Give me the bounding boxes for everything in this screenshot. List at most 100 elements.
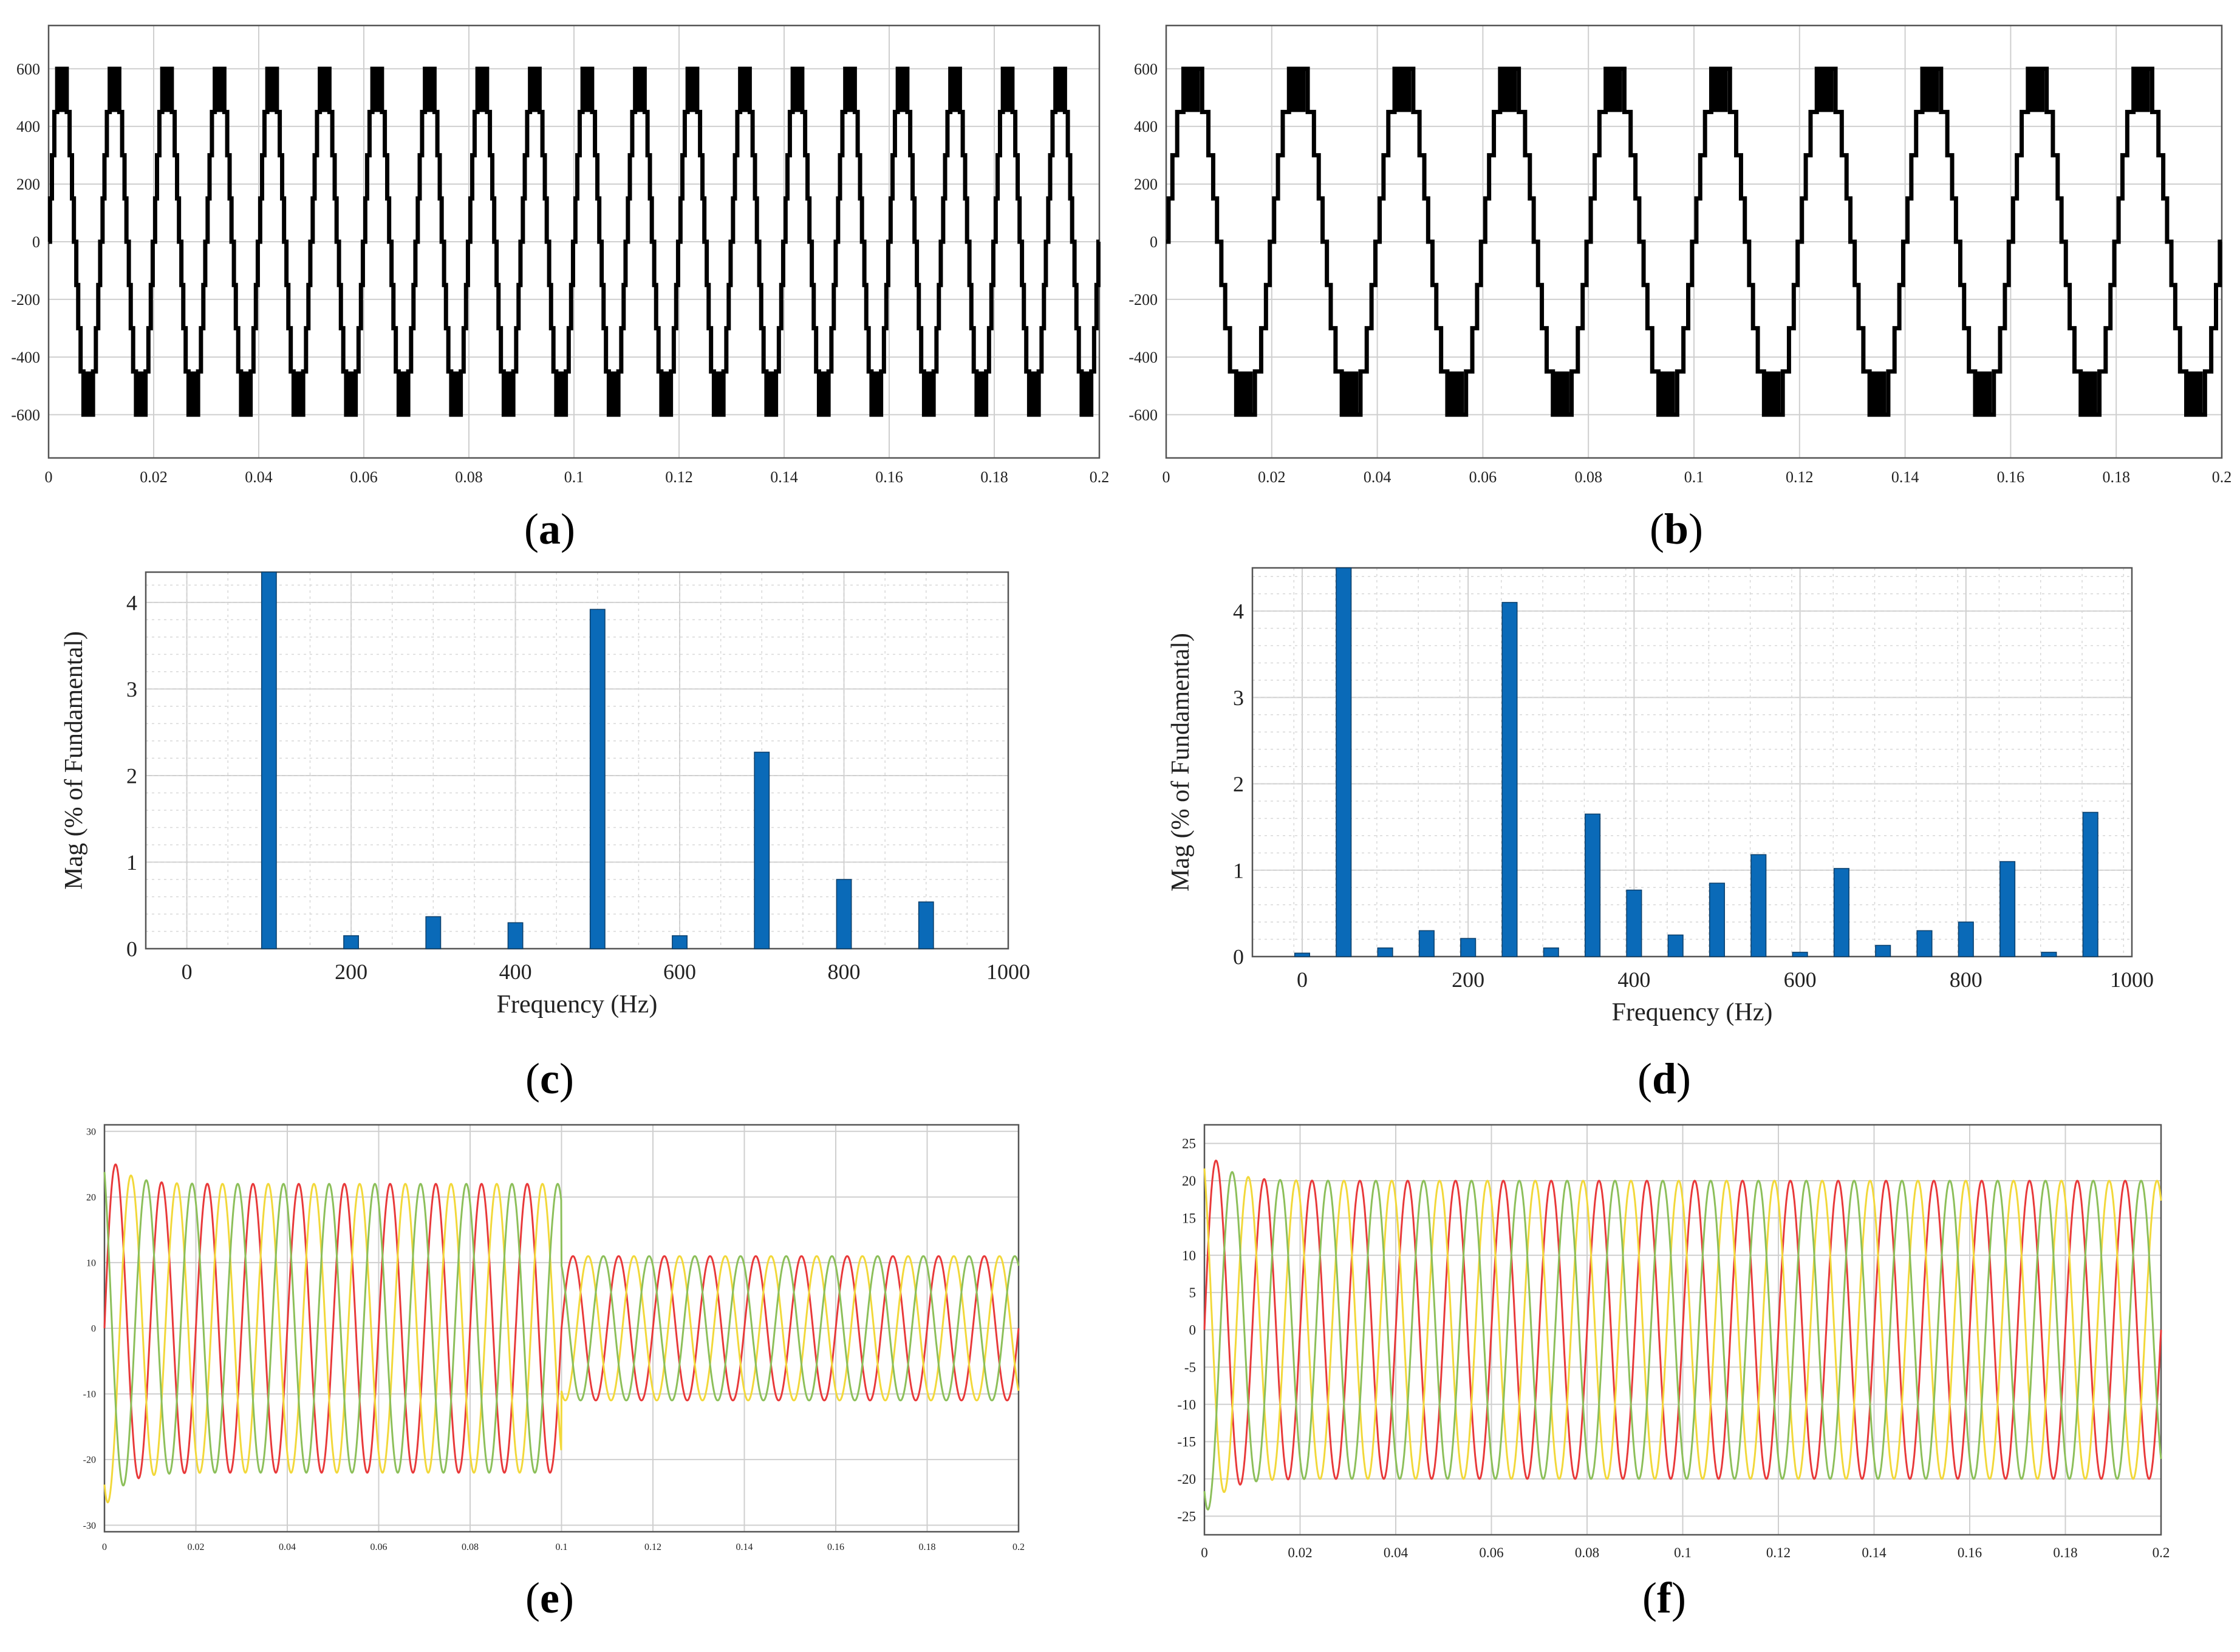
y-tick-label: -25 (1177, 1509, 1196, 1524)
bar (1916, 930, 1933, 957)
x-tick-label: 0.14 (736, 1542, 753, 1552)
bar (2041, 952, 2057, 957)
pwm-band (951, 69, 959, 112)
pwm-band (2082, 371, 2097, 415)
pwm-band (1185, 69, 1200, 112)
x-tick-label: 0.18 (2102, 468, 2130, 486)
bar (1585, 813, 1601, 957)
x-tick-label: 0.1 (556, 1542, 568, 1552)
y-tick-label: -5 (1184, 1360, 1196, 1375)
y-tick-label: 15 (1182, 1210, 1196, 1226)
x-tick-label: 800 (1950, 968, 1982, 992)
x-tick-label: 0.06 (1479, 1545, 1503, 1560)
caption-part: ( (1642, 1574, 1657, 1622)
pwm-band (2029, 69, 2045, 112)
y-axis-label: Mag (% of Fundamental) (1167, 633, 1195, 892)
pwm-band (714, 371, 722, 415)
pwm-band (531, 69, 539, 112)
pwm-band (163, 69, 171, 112)
series-line (103, 1172, 1020, 1487)
pwm-band (137, 371, 145, 415)
bar (1501, 602, 1518, 957)
caption-part: ( (525, 1054, 540, 1103)
bar (1833, 868, 1849, 957)
bar (1999, 861, 2016, 957)
bar (1875, 944, 1891, 957)
y-tick-label: -10 (1177, 1397, 1196, 1412)
pwm-band (1082, 371, 1090, 415)
pwm-band (1396, 69, 1412, 112)
x-tick-label: 0.04 (1384, 1545, 1409, 1560)
y-tick-label: -20 (1177, 1472, 1196, 1487)
bar (425, 916, 442, 949)
bar (1377, 947, 1393, 957)
y-tick-label: 25 (1182, 1136, 1196, 1152)
pwm-band (662, 371, 670, 415)
x-tick-label: 400 (1617, 968, 1650, 992)
x-tick-label: 200 (335, 960, 367, 984)
caption-part: d (1652, 1054, 1676, 1103)
caption-part: ( (1637, 1054, 1652, 1103)
pwm-band (452, 371, 460, 415)
pwm-band (189, 371, 197, 415)
caption-part: c (540, 1054, 559, 1103)
y-tick-label: -200 (11, 291, 40, 309)
x-tick-label: 0.1 (1674, 1545, 1692, 1560)
bar (1336, 567, 1352, 957)
pwm-band (399, 371, 407, 415)
x-tick-label: 0.16 (875, 468, 903, 486)
series-line (1203, 1168, 2162, 1493)
y-tick-label: 10 (86, 1258, 96, 1269)
y-tick-label: -200 (1129, 291, 1158, 309)
pwm-band (1818, 69, 1834, 112)
y-tick-label: 200 (1134, 176, 1158, 193)
bar (1543, 947, 1559, 957)
bar (507, 922, 524, 949)
pwm-band (2135, 69, 2150, 112)
chart-d: 0 200 400 600 800 1000 0 1 2 3 4 Frequency (Hz) Mag … (1167, 567, 2154, 1026)
pwm-band (557, 371, 565, 415)
x-tick-label: 0.18 (919, 1542, 936, 1552)
y-tick-label: 2 (126, 764, 137, 788)
x-tick-label: 1000 (986, 960, 1030, 984)
pwm-band (1291, 69, 1306, 112)
y-tick-label: -15 (1177, 1435, 1196, 1450)
staircase-trace (47, 66, 1101, 417)
pwm-band (767, 371, 775, 415)
y-tick-label: 400 (16, 118, 40, 135)
x-axis-label: Frequency (Hz) (497, 991, 658, 1019)
y-tick-label: 0 (32, 233, 40, 251)
plot-frame (1251, 567, 2133, 958)
x-tick-label: 400 (499, 960, 532, 984)
x-tick-label: 0.1 (564, 468, 584, 486)
pwm-band (793, 69, 801, 112)
pwm-band (872, 371, 880, 415)
pwm-band (294, 371, 302, 415)
pwm-band (1343, 371, 1359, 415)
caption-part: ( (1650, 505, 1664, 553)
caption-part: ) (559, 1574, 574, 1622)
x-tick-label: 0.02 (140, 468, 168, 486)
x-tick-label: 0.08 (455, 468, 483, 486)
pwm-band (1501, 69, 1517, 112)
pwm-band (426, 69, 434, 112)
x-tick-label: 0 (182, 960, 193, 984)
pwm-band (1660, 371, 1675, 415)
x-tick-label: 0.16 (827, 1542, 844, 1552)
y-tick-label: 0 (1189, 1323, 1197, 1338)
x-tick-label: 0 (102, 1542, 107, 1552)
bar (1709, 882, 1726, 957)
series-line (1203, 1159, 2162, 1486)
caption-part: ) (1689, 505, 1703, 553)
pwm-band (1056, 69, 1064, 112)
x-tick-label: 0.08 (1574, 468, 1602, 486)
x-tick-label: 0.18 (2053, 1545, 2077, 1560)
y-tick-label: 200 (16, 176, 40, 193)
x-tick-label: 0 (1297, 968, 1308, 992)
x-tick-label: 0.2 (1090, 468, 1110, 486)
pwm-band (898, 69, 906, 112)
bar (589, 609, 606, 949)
y-tick-label: 20 (86, 1192, 96, 1203)
y-tick-label: -600 (11, 406, 40, 424)
caption-part: f (1657, 1574, 1672, 1622)
